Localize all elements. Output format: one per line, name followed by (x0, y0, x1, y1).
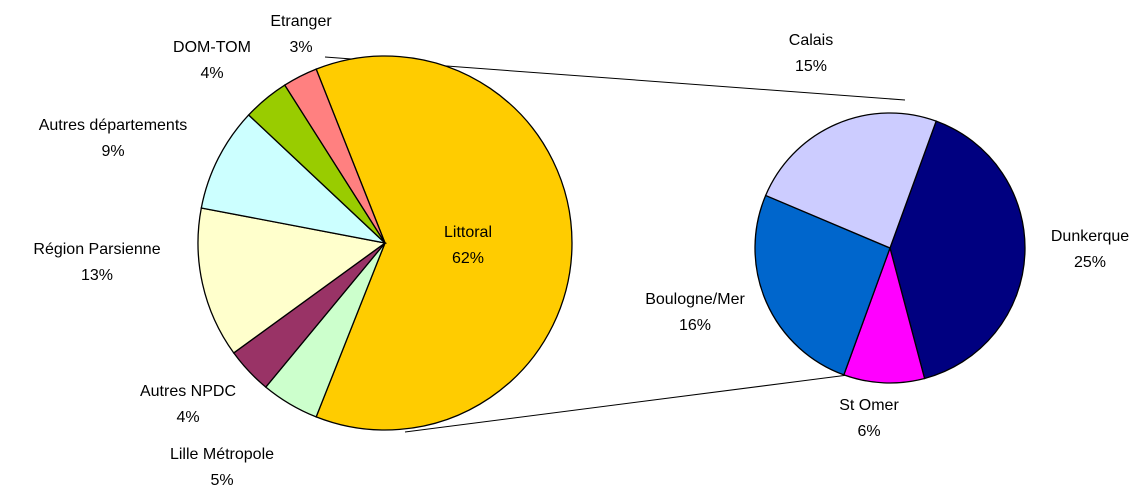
slice-label: Boulogne/Mer (645, 291, 745, 308)
slice-value-label: 15% (795, 58, 827, 75)
slice-label: Dunkerque (1051, 228, 1129, 245)
slice-value-label: 4% (200, 65, 223, 82)
slice-value-label: 16% (679, 317, 711, 334)
pie-slice (764, 112, 938, 249)
pie-slice (283, 68, 386, 244)
pie-slice (315, 55, 573, 431)
pie-slice (754, 194, 891, 376)
slice-label: DOM-TOM (173, 39, 251, 56)
slice-value-label: 4% (176, 409, 199, 426)
slice-value-label: 9% (101, 143, 124, 160)
slice-value-label: 25% (1074, 254, 1106, 271)
slice-label: Etranger (270, 13, 332, 30)
slice-value-label: 5% (210, 472, 233, 489)
slice-value-label: 62% (452, 250, 484, 267)
slice-label: Région Parsienne (33, 241, 160, 258)
slice-label: Calais (789, 32, 833, 49)
pie-slice (200, 114, 388, 245)
slice-value-label: 6% (857, 423, 880, 440)
slice-label: Autres départements (39, 117, 188, 134)
slice-label: Lille Métropole (170, 446, 274, 463)
pie-slice (842, 245, 926, 384)
pie-slice (197, 207, 387, 354)
slice-value-label: 13% (81, 267, 113, 284)
pie-slice (889, 120, 1026, 380)
slice-label: St Omer (839, 397, 899, 414)
slice-label: Autres NPDC (140, 383, 236, 400)
slice-label: Littoral (444, 224, 492, 241)
connector-line (404, 374, 849, 433)
slice-value-label: 3% (289, 39, 312, 56)
